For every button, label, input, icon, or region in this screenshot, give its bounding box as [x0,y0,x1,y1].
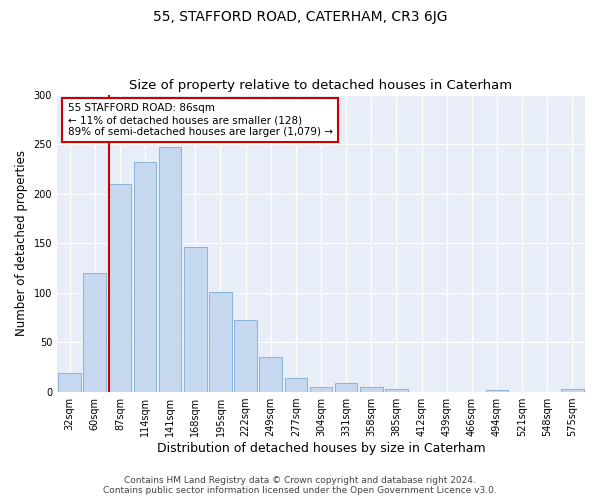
Bar [259,358,282,392]
Bar [385,389,408,392]
X-axis label: Distribution of detached houses by size in Caterham: Distribution of detached houses by size … [157,442,485,455]
Text: 55, STAFFORD ROAD, CATERHAM, CR3 6JG: 55, STAFFORD ROAD, CATERHAM, CR3 6JG [153,10,447,24]
Bar [485,390,508,392]
Text: 55 STAFFORD ROAD: 86sqm
← 11% of detached houses are smaller (128)
89% of semi-d: 55 STAFFORD ROAD: 86sqm ← 11% of detache… [68,104,332,136]
Bar [209,292,232,392]
Bar [134,162,157,392]
Bar [561,389,584,392]
Text: Contains HM Land Registry data © Crown copyright and database right 2024.
Contai: Contains HM Land Registry data © Crown c… [103,476,497,495]
Y-axis label: Number of detached properties: Number of detached properties [15,150,28,336]
Bar [83,273,106,392]
Bar [184,248,206,392]
Bar [109,184,131,392]
Bar [58,373,81,392]
Bar [335,383,358,392]
Bar [310,387,332,392]
Bar [159,147,181,392]
Bar [360,387,383,392]
Title: Size of property relative to detached houses in Caterham: Size of property relative to detached ho… [130,79,512,92]
Bar [284,378,307,392]
Bar [234,320,257,392]
